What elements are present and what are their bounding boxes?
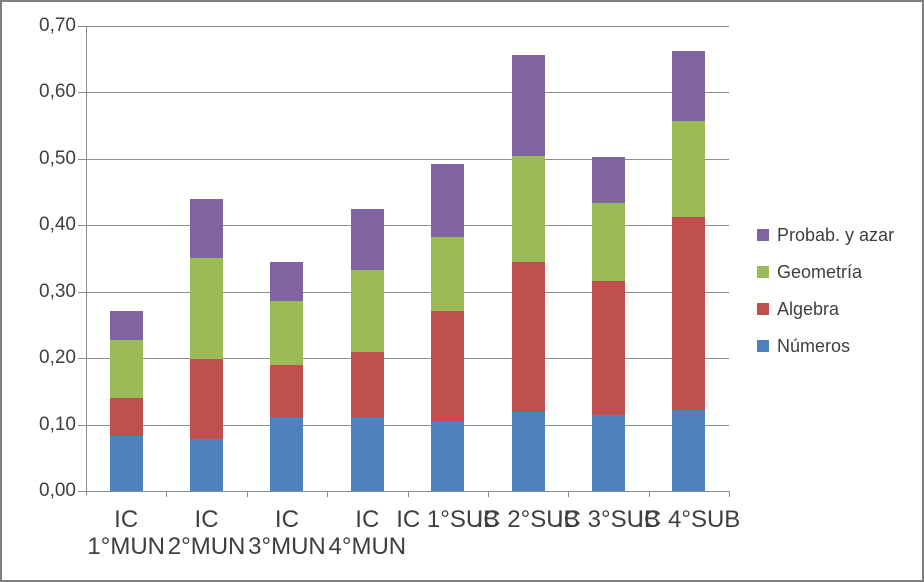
bar-segment-algebra — [431, 310, 465, 421]
x-axis-category-label: IC 1°MUN — [87, 506, 165, 560]
x-axis-category-label: IC 1°SUB — [396, 506, 500, 533]
legend-label: Números — [777, 335, 851, 356]
legend-label: Geometría — [777, 261, 863, 282]
y-axis-tick-label: 0,40 — [39, 214, 76, 236]
gridline — [86, 225, 729, 227]
bar-segment-algebra — [350, 352, 384, 417]
bar-segment-algebra — [511, 261, 545, 412]
gridline — [86, 158, 729, 160]
legend-label: Algebra — [777, 298, 840, 319]
x-axis-category-label: IC 4°MUN — [328, 506, 407, 560]
y-tick — [78, 225, 86, 227]
y-tick — [78, 424, 86, 426]
y-tick — [78, 26, 86, 27]
bar-segment-n-meros — [591, 414, 625, 491]
bar-segment-probab-y-azar — [431, 163, 465, 237]
bar-segment-n-meros — [109, 435, 143, 491]
bar-segment-n-meros — [270, 416, 304, 491]
gridline — [86, 26, 729, 27]
y-axis-tick-label: 0,50 — [39, 147, 76, 169]
x-axis-category-label: IC 2°SUB — [476, 506, 580, 533]
y-tick — [78, 92, 86, 94]
y-axis-tick-label: 0,70 — [39, 15, 76, 36]
x-tick — [487, 491, 489, 497]
y-tick — [78, 158, 86, 160]
y-axis-tick-label: 0,20 — [39, 347, 76, 369]
bar-segment-n-meros — [511, 411, 545, 491]
x-axis-category-label: IC 2°MUN — [167, 506, 246, 560]
bar-segment-geometr-a — [270, 301, 304, 365]
x-tick — [568, 491, 570, 497]
bar-segment-geometr-a — [431, 236, 465, 311]
bar-segment-geometr-a — [109, 339, 143, 398]
bar-segment-algebra — [591, 281, 625, 415]
bar-segment-n-meros — [350, 416, 384, 491]
x-axis-category-label: IC 3°SUB — [556, 506, 660, 533]
x-tick — [729, 491, 730, 497]
legend-item: Probab. y azar — [757, 224, 894, 246]
x-tick — [246, 491, 248, 497]
x-tick — [166, 491, 168, 497]
x-axis-category-label: IC 3°MUN — [248, 506, 326, 560]
gridline — [86, 291, 729, 293]
bar-segment-probab-y-azar — [591, 156, 625, 204]
x-tick — [327, 491, 329, 497]
bar-segment-algebra — [190, 358, 224, 440]
y-tick — [78, 358, 86, 360]
legend-marker — [757, 303, 769, 315]
bar-segment-algebra — [672, 217, 706, 410]
legend: Probab. y azar Geometría Algebra Números — [757, 224, 894, 372]
bar-segment-probab-y-azar — [350, 209, 384, 271]
y-axis-line — [86, 26, 87, 495]
bar-segment-n-meros — [190, 439, 224, 491]
bar-segment-algebra — [109, 398, 143, 436]
legend-item: Algebra — [757, 298, 894, 320]
legend-marker — [757, 266, 769, 278]
gridline — [86, 92, 729, 94]
bar-segment-n-meros — [431, 420, 465, 491]
gridline — [86, 358, 729, 360]
y-axis-tick-label: 0,00 — [39, 480, 76, 501]
y-axis-tick-label: 0,60 — [39, 81, 76, 103]
legend-marker — [757, 229, 769, 241]
legend-item: Números — [757, 335, 894, 357]
bar-segment-geometr-a — [591, 203, 625, 282]
bar-segment-probab-y-azar — [270, 262, 304, 301]
bar-segment-geometr-a — [672, 120, 706, 218]
x-tick — [648, 491, 650, 497]
legend-label: Probab. y azar — [777, 224, 895, 245]
legend-item: Geometría — [757, 261, 894, 283]
bar-segment-geometr-a — [350, 270, 384, 353]
bar-segment-probab-y-azar — [511, 55, 545, 156]
bar-segment-geometr-a — [190, 257, 224, 359]
bar-segment-n-meros — [672, 409, 706, 491]
y-axis-tick-label: 0,30 — [39, 280, 76, 302]
x-tick — [407, 491, 409, 497]
x-axis-line — [78, 491, 729, 492]
bar-segment-probab-y-azar — [109, 310, 143, 340]
bar-segment-probab-y-azar — [190, 198, 224, 258]
y-tick — [78, 291, 86, 293]
x-axis-category-label: IC 4°SUB — [637, 506, 741, 533]
gridline — [86, 424, 729, 426]
bar-segment-probab-y-azar — [672, 50, 706, 121]
bar-segment-algebra — [270, 364, 304, 417]
y-axis-tick-label: 0,10 — [39, 413, 76, 435]
bar-segment-geometr-a — [511, 155, 545, 262]
legend-marker — [757, 340, 769, 352]
